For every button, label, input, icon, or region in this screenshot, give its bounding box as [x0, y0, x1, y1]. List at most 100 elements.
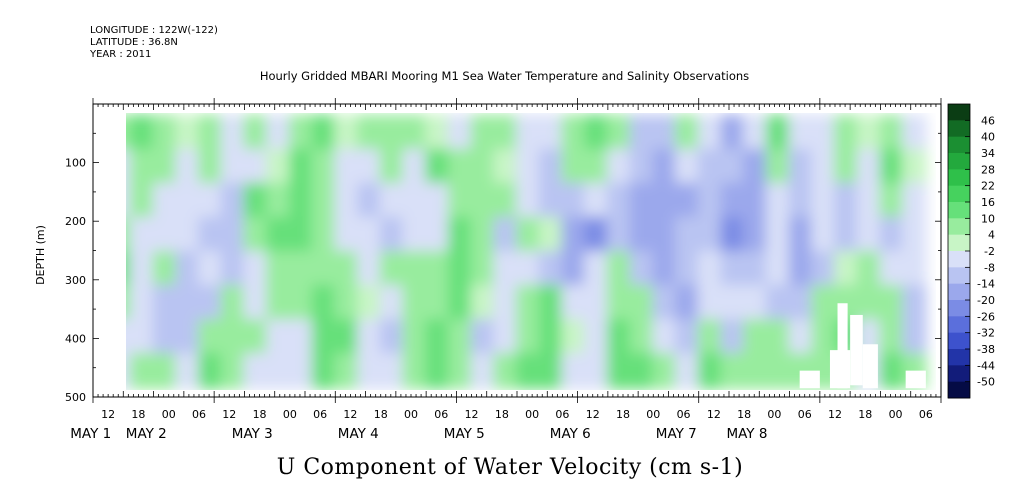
field-cell: [720, 353, 746, 390]
field-cell: [493, 182, 518, 219]
colorbar-label: 22: [981, 180, 995, 193]
field-cell: [288, 114, 314, 151]
field-cell: [902, 182, 927, 219]
field-cell: [198, 353, 223, 390]
field-cell: [516, 148, 541, 185]
field-cell: [198, 114, 223, 151]
field-cell: [379, 251, 405, 288]
field-cell: [516, 319, 541, 356]
field-cell: [129, 285, 155, 322]
field-cell: [788, 319, 814, 356]
field-cell: [879, 251, 905, 288]
field-cell: [175, 319, 200, 356]
field-cell: [447, 114, 473, 151]
field-cell: [652, 319, 677, 356]
field-cell: [266, 251, 291, 288]
colorbar-swatch: [948, 349, 970, 366]
field-cell: [175, 148, 200, 185]
field-cell: [311, 251, 337, 288]
x-tick-label: 00: [767, 408, 781, 421]
field-cell: [220, 353, 246, 390]
field-cell: [516, 353, 541, 390]
x-tick-label: 18: [131, 408, 145, 421]
field-cell: [834, 114, 859, 151]
x-tick-label: 12: [465, 408, 479, 421]
field-cell: [220, 285, 246, 322]
field-cell: [470, 251, 496, 288]
field-cell: [765, 319, 791, 356]
field-cell: [379, 319, 405, 356]
field-cell: [152, 285, 178, 322]
colorbar-label: -14: [977, 278, 995, 291]
colorbar-label: 16: [981, 196, 995, 209]
missing-data-patch: [905, 370, 926, 389]
longitude-label: LONGITUDE : 122W(-122): [90, 25, 218, 36]
field-cell: [311, 285, 337, 322]
field-cell: [470, 216, 496, 253]
field-cell: [493, 251, 518, 288]
field-cell: [697, 216, 723, 253]
field-cell: [811, 319, 836, 356]
x-tick-label: 18: [616, 408, 630, 421]
field-cell: [266, 285, 291, 322]
field-cell: [606, 285, 632, 322]
field-cell: [788, 251, 814, 288]
y-tick-label: 200: [65, 215, 86, 228]
x-tick-label: 12: [222, 408, 236, 421]
x-tick-label: 00: [646, 408, 660, 421]
field-cell: [243, 148, 269, 185]
field-cell: [266, 148, 291, 185]
field-cell: [584, 216, 609, 253]
colorbar-label: -44: [977, 359, 995, 372]
y-tick-label: 300: [65, 274, 86, 287]
missing-data-patch: [829, 350, 851, 389]
x-tick-label: 18: [737, 408, 751, 421]
field-cell: [584, 285, 609, 322]
field-cell: [288, 216, 314, 253]
x-day-label: MAY 6: [550, 426, 591, 442]
field-cell: [357, 353, 382, 390]
field-cells: [126, 114, 927, 390]
colorbar-label: -26: [977, 310, 995, 323]
field-cell: [584, 251, 609, 288]
field-cell: [288, 285, 314, 322]
field-cell: [288, 353, 314, 390]
field-cell: [470, 353, 496, 390]
field-cell: [334, 182, 359, 219]
field-cell: [379, 148, 405, 185]
field-cell: [538, 182, 564, 219]
colorbar-swatch: [948, 153, 970, 170]
x-tick-label: 12: [707, 408, 721, 421]
x-tick-label: 06: [434, 408, 448, 421]
field-cell: [311, 216, 337, 253]
field-cell: [675, 285, 700, 322]
x-tick-label: 06: [798, 408, 812, 421]
colorbar-swatch: [948, 218, 970, 236]
field-cell: [675, 319, 700, 356]
field-cell: [856, 251, 882, 288]
field-cell: [516, 114, 541, 151]
field-cell: [652, 285, 677, 322]
field-cell: [152, 319, 178, 356]
field-cell: [697, 285, 723, 322]
field-cell: [811, 216, 836, 253]
field-cell: [765, 182, 791, 219]
field-cell: [811, 182, 836, 219]
field-cell: [788, 148, 814, 185]
field-cell: [493, 319, 518, 356]
field-cell: [834, 251, 859, 288]
field-cell: [402, 319, 428, 356]
chart-title: Hourly Gridded MBARI Mooring M1 Sea Wate…: [259, 69, 750, 83]
field-cell: [538, 285, 564, 322]
field-cell: [357, 285, 382, 322]
field-cell: [697, 182, 723, 219]
field-cell: [334, 353, 359, 390]
field-cell: [220, 319, 246, 356]
field-cell: [288, 319, 314, 356]
field-cell: [811, 285, 836, 322]
colorbar-swatch: [948, 169, 970, 187]
field-cell: [629, 182, 655, 219]
field-clip: [126, 114, 927, 390]
field-cell: [765, 216, 791, 253]
field-cell: [561, 182, 587, 219]
